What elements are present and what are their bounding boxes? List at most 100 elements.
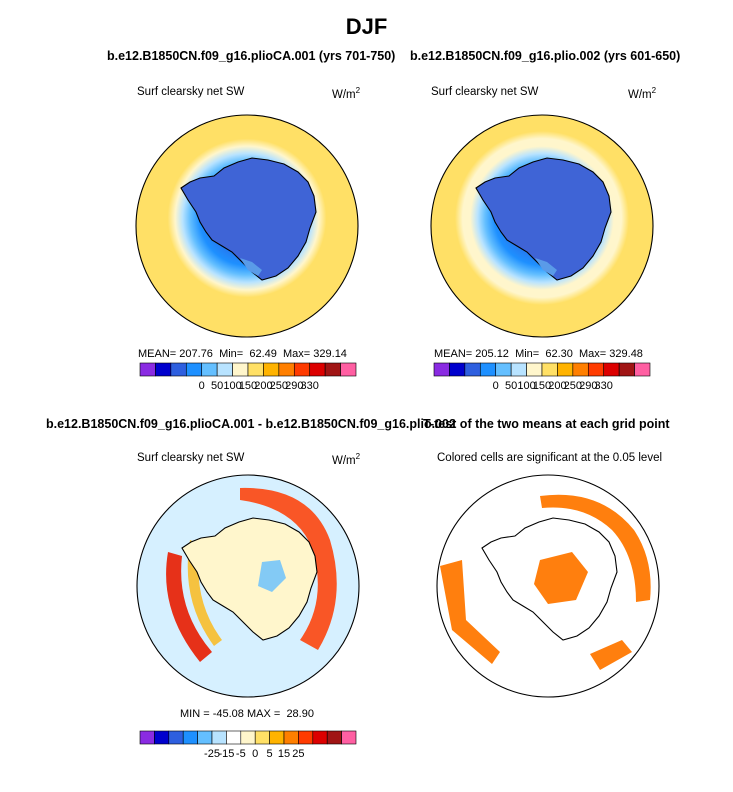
colorbar-a-tick-label: 50 <box>211 380 223 392</box>
units-text: W/m <box>332 454 356 467</box>
significant-cells-west-d <box>440 560 500 664</box>
max-label: MAX = <box>246 708 281 720</box>
significant-cells-north-d <box>540 494 651 602</box>
colorbar-b-swatch <box>510 362 527 377</box>
colorbar-b-tick-label: 330 <box>595 380 613 392</box>
panel-a-units: W/m2 <box>332 86 360 101</box>
colorbar-c-tick-label: 25 <box>292 748 304 760</box>
max-label: Max= <box>579 348 607 360</box>
map-border-d <box>436 474 660 698</box>
mean-value: 207.76 <box>179 348 213 360</box>
colorbar-b-swatch <box>464 362 481 377</box>
colorbar-a-swatch <box>139 362 156 377</box>
colorbar-c-swatch <box>312 730 328 745</box>
colorbar-b-swatch <box>495 362 512 377</box>
colorbar-a-swatch <box>278 362 295 377</box>
colorbar-b-swatch <box>603 362 620 377</box>
colorbar-b-swatch <box>526 362 543 377</box>
panel-a-stats: MEAN= 207.76 Min= 62.49 Max= 329.14 <box>138 348 347 360</box>
colorbar-b-swatch <box>587 362 605 377</box>
colorbar-c-swatch <box>197 730 213 745</box>
map-border-a <box>135 114 359 338</box>
colorbar-c-tick-label: -15 <box>218 748 234 760</box>
positive-anomaly-band-c <box>240 487 337 650</box>
max-label: Max= <box>283 348 311 360</box>
colorbar-c-swatch <box>240 730 256 745</box>
colorbar-c-tick-label: 0 <box>252 748 258 760</box>
antarctica-b <box>475 157 612 281</box>
negative-anomaly-patch-c <box>258 560 286 592</box>
panel-b-units: W/m2 <box>628 86 656 101</box>
colorbar-c-tick-label: -25 <box>204 748 220 760</box>
map-border-b <box>430 114 654 338</box>
colorbar-a-tick-label: 290 <box>285 380 303 392</box>
map-panel-b <box>430 114 654 338</box>
panel-d-title: T-test of the two means at each grid poi… <box>423 417 670 431</box>
figure-title: DJF <box>345 14 388 39</box>
colorbar-a-swatch <box>185 362 203 377</box>
colorbar-a-swatch <box>247 362 264 377</box>
colorbar-c-swatch <box>326 730 342 745</box>
mean-label: MEAN= <box>138 348 177 360</box>
panel-c-units: W/m2 <box>332 452 360 467</box>
ross-ice-shelf-b <box>535 258 557 276</box>
min-value: -45.08 <box>212 708 244 720</box>
map-panel-a <box>135 114 359 338</box>
colorbar-c-tick-label: 15 <box>278 748 290 760</box>
colorbar-c-swatch <box>269 730 285 745</box>
panel-b-variable-label: Surf clearsky net SW <box>431 86 539 98</box>
colorbar-b-tick-label: 200 <box>548 380 566 392</box>
units-exponent: 2 <box>651 86 657 95</box>
panel-a-title: b.e12.B1850CN.f09_g16.plioCA.001 (yrs 70… <box>107 49 396 63</box>
units-text: W/m <box>332 88 356 101</box>
colorbar-a-swatch <box>340 362 357 377</box>
panel-c-variable-label: Surf clearsky net SW <box>137 452 245 464</box>
colorbar-b-swatch <box>572 362 589 377</box>
colorbar-a-swatch <box>155 362 172 377</box>
colorbar-a-swatch <box>263 362 280 377</box>
colorbar-a-swatch <box>324 362 341 377</box>
colorbar-b-tick-label: 50 <box>505 380 517 392</box>
min-value: 62.30 <box>545 348 573 360</box>
colorbar-a-swatch <box>170 362 187 377</box>
panel-b-title: b.e12.B1850CN.f09_g16.plio.002 (yrs 601-… <box>410 49 681 63</box>
colorbar-b-swatch <box>541 362 558 377</box>
mean-label: MEAN= <box>434 348 473 360</box>
colorbar-c-swatch <box>283 730 299 745</box>
panel-a-variable-label: Surf clearsky net SW <box>137 86 245 98</box>
colorbar-c: -25-15 -5 0 5 15 25 <box>139 730 357 760</box>
colorbar-a-swatch <box>216 362 233 377</box>
max-value: 28.90 <box>286 708 314 720</box>
antarctica-a <box>180 157 317 281</box>
colorbar-a-tick-label: 150 <box>239 380 257 392</box>
panel-c-title: b.e12.B1850CN.f09_g16.plioCA.001 - b.e12… <box>46 417 456 431</box>
colorbar-a-tick-label: 250 <box>270 380 288 392</box>
units-exponent: 2 <box>355 86 361 95</box>
ross-ice-shelf-a <box>240 258 262 276</box>
colorbar-a-swatch <box>293 362 311 377</box>
map-panel-d <box>436 474 660 698</box>
colorbar-b-tick-label: 150 <box>533 380 551 392</box>
colorbar-c-tick-label: -5 <box>236 748 246 760</box>
colorbar-c-swatch <box>154 730 170 745</box>
colorbar-c-tick-label: 5 <box>267 748 273 760</box>
min-label: MIN = <box>180 708 210 720</box>
colorbar-b-swatch <box>479 362 497 377</box>
significant-cells-south-d <box>590 640 632 670</box>
colorbar-c-swatch <box>254 730 270 745</box>
colorbar-a-swatch <box>309 362 326 377</box>
max-value: 329.14 <box>313 348 347 360</box>
colorbar-b-tick-label: 100 <box>517 380 535 392</box>
colorbar-b-tick-label: 0 <box>493 380 499 392</box>
significant-cells-interior-d <box>534 552 588 604</box>
colorbar-b-tick-label: 250 <box>564 380 582 392</box>
colorbar-c-swatch <box>211 730 227 745</box>
colorbar-b-swatch <box>634 362 651 377</box>
units-exponent: 2 <box>355 452 361 461</box>
colorbar-a-swatch <box>201 362 218 377</box>
colorbar-b-tick-label: 290 <box>579 380 597 392</box>
positive-anomaly-band-west-c <box>166 552 212 662</box>
